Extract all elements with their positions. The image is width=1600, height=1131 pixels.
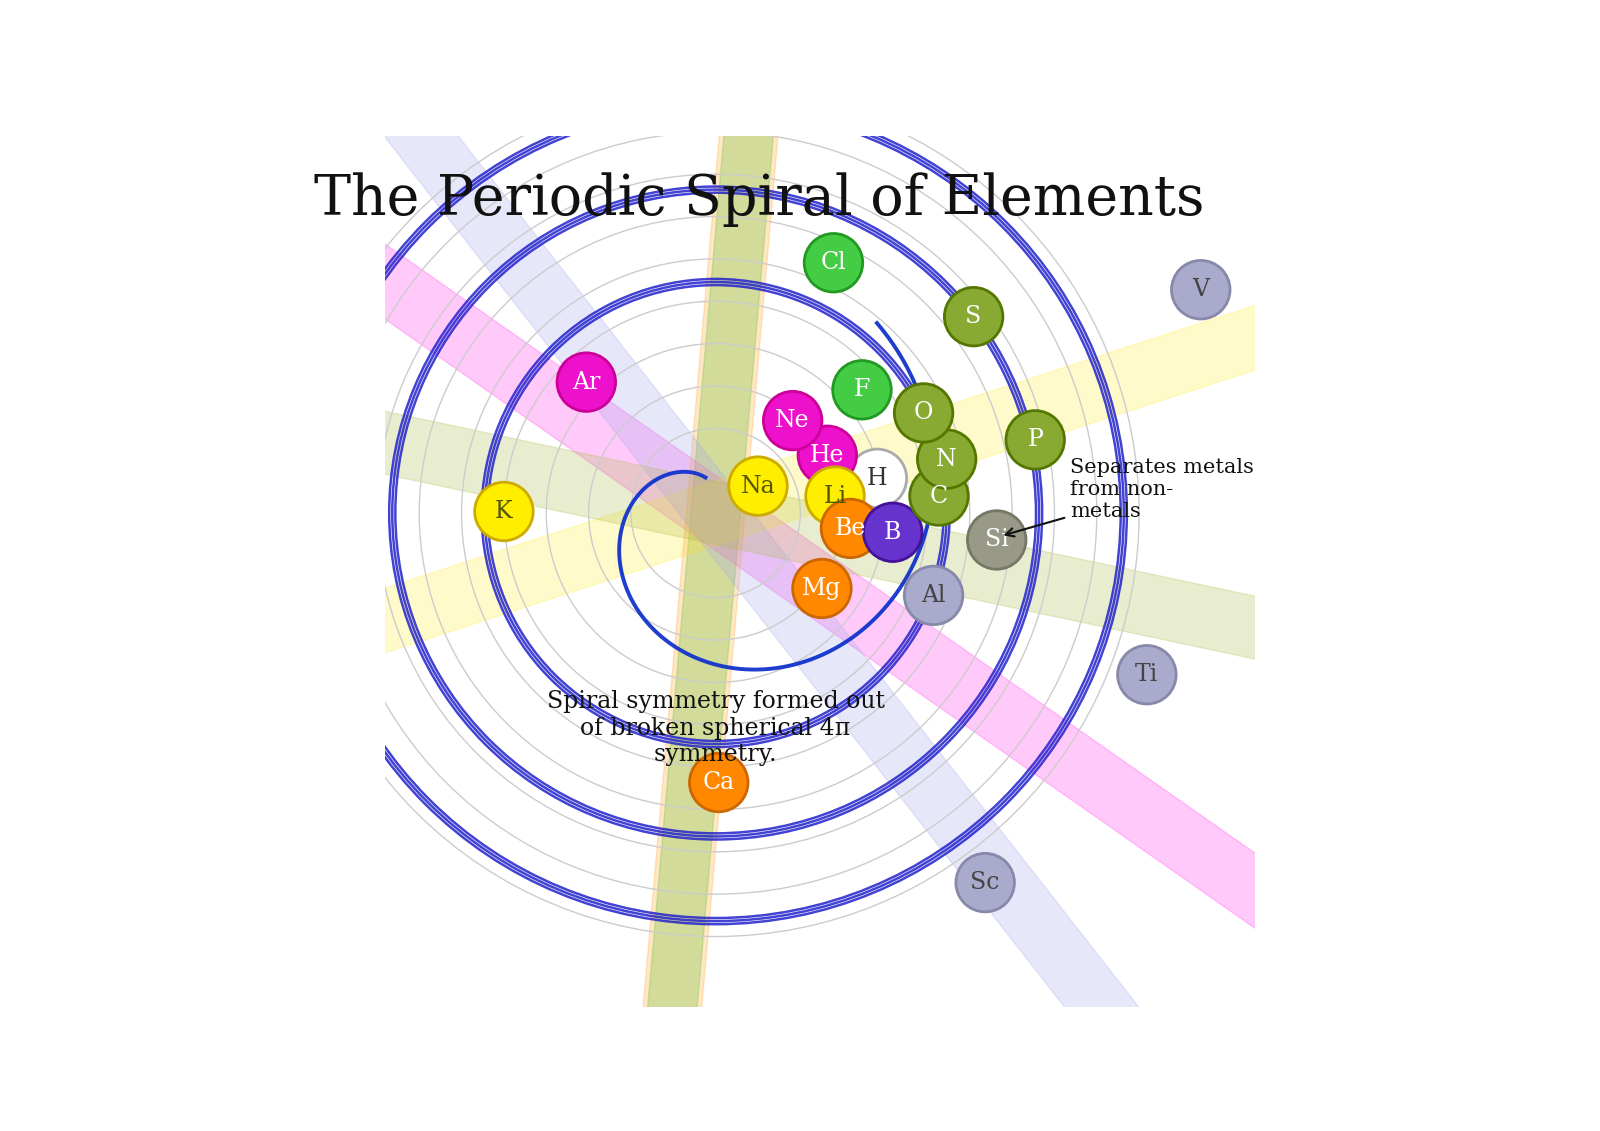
- Circle shape: [798, 426, 856, 484]
- Text: H: H: [867, 467, 888, 490]
- Text: O: O: [914, 402, 933, 424]
- Text: Si: Si: [986, 528, 1008, 552]
- Circle shape: [832, 361, 891, 420]
- Text: Spiral symmetry formed out
of broken spherical 4π
symmetry.: Spiral symmetry formed out of broken sph…: [547, 690, 885, 767]
- Circle shape: [864, 503, 922, 561]
- Circle shape: [968, 511, 1026, 569]
- Text: Be: Be: [835, 517, 866, 539]
- Circle shape: [1171, 260, 1230, 319]
- Text: Ne: Ne: [776, 409, 810, 432]
- Polygon shape: [32, 339, 1400, 688]
- Text: The Periodic Spiral of Elements: The Periodic Spiral of Elements: [314, 173, 1205, 227]
- Circle shape: [728, 457, 787, 516]
- Text: V: V: [1192, 278, 1210, 301]
- Circle shape: [475, 482, 533, 541]
- Text: Li: Li: [824, 484, 846, 508]
- Circle shape: [806, 467, 864, 525]
- Circle shape: [763, 391, 822, 450]
- Polygon shape: [130, 90, 1301, 935]
- Text: Na: Na: [741, 475, 776, 498]
- Circle shape: [805, 233, 862, 292]
- Polygon shape: [266, 0, 1165, 1077]
- Text: Ar: Ar: [573, 371, 600, 394]
- Text: S: S: [965, 305, 982, 328]
- Text: F: F: [854, 379, 870, 402]
- Text: P: P: [1027, 429, 1043, 451]
- Circle shape: [557, 353, 616, 412]
- Polygon shape: [630, 0, 800, 1131]
- Circle shape: [910, 467, 968, 525]
- Circle shape: [917, 430, 976, 489]
- Polygon shape: [626, 0, 805, 1131]
- Text: Mg: Mg: [802, 577, 842, 599]
- Polygon shape: [46, 269, 1384, 757]
- Circle shape: [944, 287, 1003, 346]
- Circle shape: [1118, 646, 1176, 703]
- Circle shape: [1006, 411, 1064, 469]
- Circle shape: [894, 383, 954, 442]
- Text: Al: Al: [922, 584, 946, 607]
- Text: C: C: [930, 484, 949, 508]
- Text: Ca: Ca: [702, 771, 734, 794]
- Text: K: K: [494, 500, 512, 523]
- Circle shape: [792, 559, 851, 618]
- Text: He: He: [810, 443, 845, 467]
- Circle shape: [690, 753, 749, 812]
- Circle shape: [955, 854, 1014, 912]
- Circle shape: [848, 449, 907, 508]
- Text: Separates metals
from non-
metals: Separates metals from non- metals: [1005, 458, 1254, 536]
- Text: N: N: [936, 448, 957, 470]
- Circle shape: [904, 567, 963, 624]
- Text: Cl: Cl: [821, 251, 846, 275]
- Text: Ti: Ti: [1136, 663, 1158, 687]
- Circle shape: [821, 499, 880, 558]
- Text: B: B: [885, 520, 901, 544]
- Text: Sc: Sc: [971, 871, 1000, 895]
